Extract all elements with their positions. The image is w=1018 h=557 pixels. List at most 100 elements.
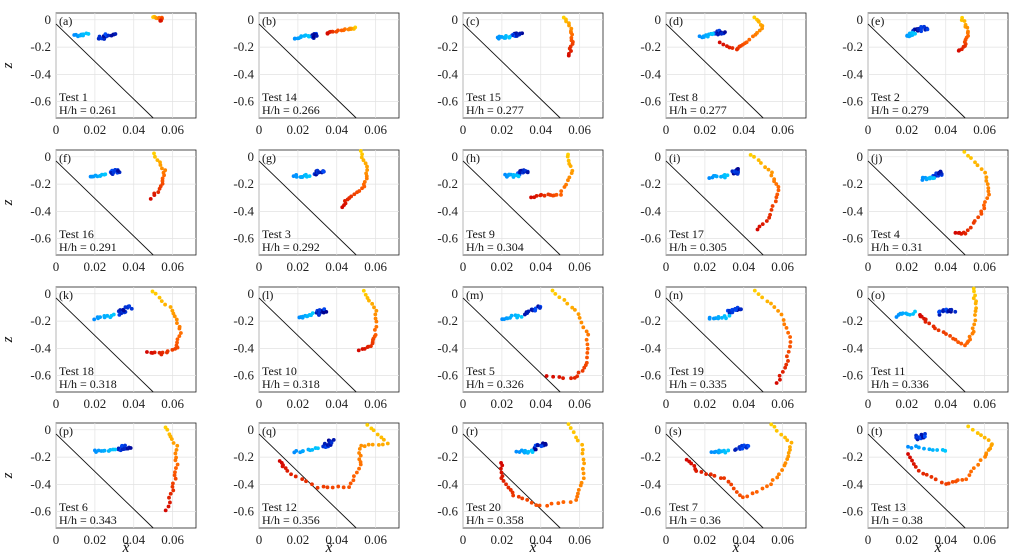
data-point bbox=[984, 175, 989, 180]
hh-label: H/h = 0.279 bbox=[871, 103, 929, 117]
x-tick-label: 0.02 bbox=[491, 532, 514, 547]
y-tick-label: 0 bbox=[857, 286, 864, 301]
panel-b: 0 0.02 0.04 0.06 0 -0.2 -0.4 -0.6 (b) Test 14H/h … bbox=[233, 12, 400, 137]
y-tick-label: -0.6 bbox=[640, 231, 661, 246]
data-point bbox=[708, 472, 713, 477]
data-point bbox=[773, 199, 778, 204]
x-tick-label: 0.02 bbox=[491, 396, 514, 411]
data-point bbox=[550, 288, 555, 293]
data-point bbox=[973, 309, 978, 313]
y-axis-label: z bbox=[0, 336, 16, 343]
test-label: Test 12 bbox=[262, 500, 297, 514]
x-axis-label: x̃ bbox=[934, 540, 942, 556]
y-tick-label: -0.4 bbox=[437, 340, 458, 355]
data-point bbox=[722, 172, 727, 177]
data-point bbox=[157, 350, 162, 355]
data-point bbox=[113, 32, 118, 36]
data-point bbox=[566, 158, 571, 163]
data-point bbox=[966, 424, 971, 429]
data-point bbox=[684, 457, 689, 462]
data-point bbox=[351, 478, 356, 483]
data-point bbox=[86, 32, 91, 36]
x-tick-label: 0.02 bbox=[896, 259, 919, 274]
slope-line bbox=[462, 433, 561, 529]
data-point bbox=[953, 230, 958, 235]
data-point bbox=[922, 446, 926, 451]
data-point bbox=[526, 309, 531, 314]
x-tick-label: 0.04 bbox=[529, 122, 552, 137]
data-point bbox=[385, 441, 390, 446]
y-tick-label: -0.6 bbox=[842, 231, 863, 246]
x-tick-label: 0.04 bbox=[122, 532, 145, 547]
data-point bbox=[763, 165, 767, 170]
data-point bbox=[982, 203, 986, 208]
data-point bbox=[157, 295, 162, 300]
data-point bbox=[534, 503, 539, 507]
data-point bbox=[755, 227, 760, 232]
data-point bbox=[304, 479, 308, 484]
panel-d: 0 0.02 0.04 0.06 0 -0.2 -0.4 -0.6 (d) Test 8H/h =… bbox=[640, 12, 807, 137]
data-point bbox=[306, 34, 311, 39]
y-tick-label: 0 bbox=[45, 286, 52, 301]
data-point bbox=[530, 450, 535, 454]
data-point bbox=[571, 430, 576, 435]
x-tick-label: 0.06 bbox=[973, 396, 996, 411]
data-point bbox=[916, 468, 921, 473]
x-tick-label: 0.04 bbox=[732, 122, 755, 137]
data-point bbox=[175, 462, 180, 467]
data-point bbox=[165, 350, 169, 355]
test-label: Test 6 bbox=[59, 500, 88, 514]
y-tick-label: -0.6 bbox=[30, 368, 51, 383]
data-point bbox=[972, 322, 977, 327]
data-point bbox=[498, 466, 503, 471]
x-axis-label: x̃ bbox=[529, 540, 537, 556]
data-point bbox=[756, 158, 761, 163]
x-tick-label: 0 bbox=[663, 122, 670, 137]
data-point bbox=[102, 448, 107, 453]
data-point bbox=[160, 179, 165, 183]
data-point bbox=[956, 340, 961, 345]
panel-t: 0 0.02 0.04 0.06 0 -0.2 -0.4 -0.6 (t) Test 13H/h … bbox=[842, 422, 1009, 556]
data-point bbox=[173, 470, 177, 475]
data-point bbox=[750, 491, 755, 496]
y-tick-label: -0.4 bbox=[233, 340, 254, 355]
data-point bbox=[365, 422, 370, 427]
slope-line bbox=[665, 433, 764, 529]
slope-line bbox=[665, 297, 764, 393]
data-point bbox=[339, 28, 344, 33]
data-point bbox=[976, 215, 981, 220]
data-point bbox=[371, 428, 376, 433]
data-point bbox=[985, 182, 990, 187]
panel-label: (q) bbox=[262, 424, 276, 438]
data-point bbox=[160, 166, 164, 171]
data-point bbox=[580, 447, 585, 452]
test-label: Test 9 bbox=[466, 227, 495, 241]
data-point bbox=[768, 212, 772, 217]
data-point bbox=[710, 31, 715, 36]
y-tick-label: -0.6 bbox=[842, 368, 863, 383]
slope-line bbox=[665, 160, 764, 256]
data-point bbox=[145, 350, 149, 354]
data-point bbox=[730, 310, 735, 315]
x-tick-label: 0.04 bbox=[732, 532, 755, 547]
data-point bbox=[340, 205, 345, 210]
hh-label: H/h = 0.356 bbox=[262, 513, 320, 527]
x-tick-label: 0.02 bbox=[694, 532, 717, 547]
data-point bbox=[776, 184, 781, 189]
y-tick-label: -0.6 bbox=[437, 504, 458, 519]
data-point bbox=[756, 292, 761, 297]
x-tick-label: 0.04 bbox=[732, 396, 755, 411]
data-point bbox=[918, 312, 922, 317]
y-tick-label: 0 bbox=[655, 422, 662, 437]
data-point bbox=[718, 476, 723, 481]
data-point bbox=[111, 312, 116, 317]
panel-g: 0 0.02 0.04 0.06 0 -0.2 -0.4 -0.6 (g) Test 3H/h =… bbox=[233, 149, 400, 274]
data-point bbox=[167, 495, 171, 500]
data-point bbox=[173, 451, 178, 456]
x-tick-label: 0.06 bbox=[771, 259, 794, 274]
data-point bbox=[310, 448, 315, 452]
data-point bbox=[731, 486, 736, 491]
x-tick-label: 0.04 bbox=[529, 532, 552, 547]
x-axis-label: x̃ bbox=[325, 540, 333, 556]
x-tick-label: 0.02 bbox=[287, 396, 310, 411]
